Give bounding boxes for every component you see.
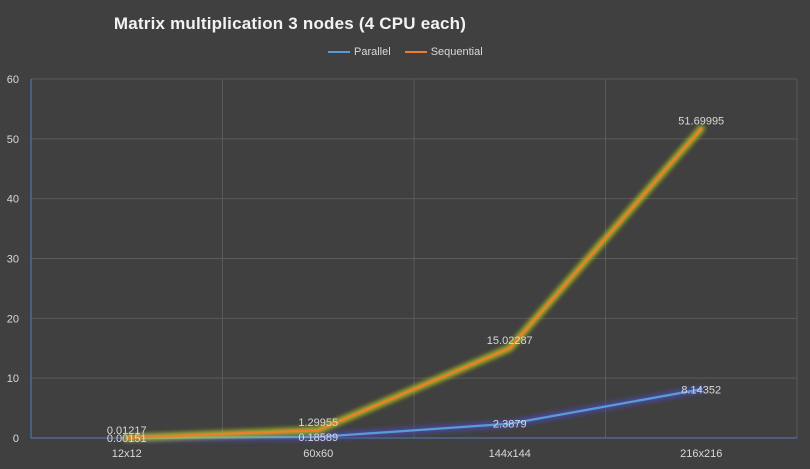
legend-item-parallel: Parallel [328,46,391,58]
legend: Parallel Sequential [328,46,483,58]
data-label-parallel-1: 0.18589 [298,432,338,444]
legend-swatch-parallel [328,51,350,53]
chart-title: Matrix multiplication 3 nodes (4 CPU eac… [113,14,467,33]
series-line-sequential [125,127,703,440]
y-tick-label-0: 0 [13,433,19,445]
y-tick-label-60: 60 [7,74,19,86]
y-tick-label-50: 50 [7,134,19,146]
data-label-parallel-3: 8.14352 [681,384,721,396]
x-tick-label-12x12: 12x12 [112,448,142,460]
data-label-sequential-1: 1.29955 [298,417,338,429]
legend-label-sequential: Sequential [430,46,483,58]
data-label-sequential-0: 0.01217 [107,425,147,437]
data-label-sequential-3: 51.69995 [678,116,724,128]
x-tick-label-216x216: 216x216 [680,448,722,460]
y-tick-label-30: 30 [7,254,19,266]
data-label-parallel-2: 2.3879 [493,419,527,431]
data-label-parallel-0: 0.00151 [107,433,147,445]
x-tick-label-144x144: 144x144 [489,448,531,460]
legend-label-parallel: Parallel [354,46,391,58]
y-tick-label-40: 40 [7,194,19,206]
legend-swatch-sequential [404,51,427,53]
data-label-sequential-2: 15.02287 [487,335,533,347]
y-tick-label-20: 20 [7,313,19,325]
y-tick-label-10: 10 [7,373,19,385]
x-tick-label-60x60: 60x60 [303,448,333,460]
legend-item-sequential: Sequential [404,46,483,58]
